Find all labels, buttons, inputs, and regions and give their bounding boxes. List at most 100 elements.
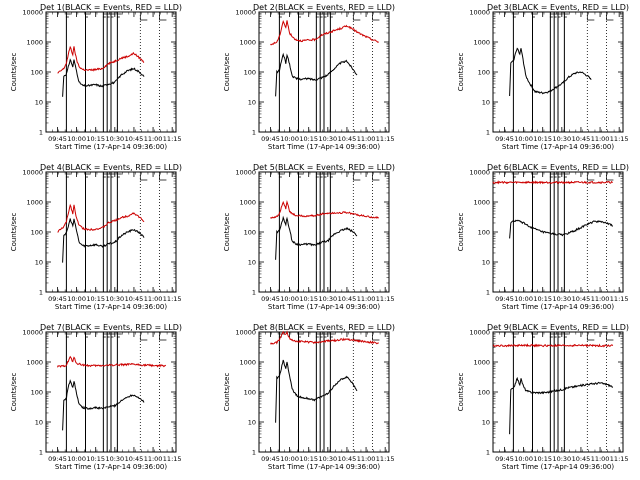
y-tick-label: 1 xyxy=(252,129,256,137)
x-tick-label: 10:00 xyxy=(280,295,299,303)
series-events-line xyxy=(509,47,592,97)
y-tick-label: 1000 xyxy=(473,199,490,207)
panel-det-3: Det 3(BLACK = Events, RED = LLD) 1 10 100 10… xyxy=(457,3,629,151)
x-tick-label: 10:00 xyxy=(67,135,86,143)
y-tick-label: 1 xyxy=(252,449,256,457)
panel-title: Det 8(BLACK = Events, RED = LLD) xyxy=(253,323,395,332)
x-tick-label: 11:15 xyxy=(376,455,395,463)
x-tick-label: 10:45 xyxy=(338,295,357,303)
event-marker xyxy=(65,13,71,18)
panel-title: Det 9(BLACK = Events, RED = LLD) xyxy=(487,323,629,332)
x-tick-label: 11:15 xyxy=(610,295,629,303)
x-tick-label: 11:00 xyxy=(591,295,610,303)
dotted-marker xyxy=(159,13,167,21)
panel-title: Det 6(BLACK = Events, RED = LLD) xyxy=(487,163,629,172)
x-tick-label: 10:00 xyxy=(514,455,533,463)
event-marker xyxy=(563,173,569,178)
panel-det-2: Det 2(BLACK = Events, RED = LLD) 1 10 100 10… xyxy=(223,3,395,151)
dotted-marker xyxy=(586,173,595,181)
x-tick-label: 10:00 xyxy=(67,455,86,463)
y-tick-label: 1 xyxy=(486,289,490,297)
panel-det-6: Det 6(BLACK = Events, RED = LLD) 1 10 100 10… xyxy=(457,163,629,311)
y-tick-label: 1000 xyxy=(26,39,43,47)
y-tick-label: 1000 xyxy=(473,39,490,47)
x-axis-label: Start Time (17-Apr-14 09:36:00) xyxy=(55,143,167,151)
x-tick-label: 10:15 xyxy=(533,295,552,303)
dotted-marker xyxy=(159,173,167,181)
x-tick-label: 11:00 xyxy=(357,135,376,143)
y-axis-label: Counts/sec xyxy=(223,213,231,252)
event-marker xyxy=(278,13,284,18)
y-axis-label: Counts/sec xyxy=(457,373,465,412)
x-tick-label: 11:00 xyxy=(144,455,163,463)
panel-title: Det 2(BLACK = Events, RED = LLD) xyxy=(253,3,395,12)
y-tick-label: 100 xyxy=(31,389,43,397)
panel-title: Det 3(BLACK = Events, RED = LLD) xyxy=(487,3,629,12)
x-tick-label: 11:15 xyxy=(376,295,395,303)
event-marker xyxy=(323,333,329,338)
event-marker xyxy=(278,173,284,178)
y-tick-label: 100 xyxy=(244,69,256,77)
series-events-line xyxy=(509,376,614,435)
event-marker xyxy=(298,173,304,178)
x-tick-label: 10:00 xyxy=(280,135,299,143)
event-marker xyxy=(557,173,563,178)
x-axis-label: Start Time (17-Apr-14 09:36:00) xyxy=(268,303,380,311)
dotted-marker xyxy=(606,173,614,181)
panel-det-1: Det 1(BLACK = Events, RED = LLD) 1 10 100 10… xyxy=(10,3,182,151)
y-tick-label: 10 xyxy=(482,419,490,427)
y-tick-label: 100 xyxy=(478,69,490,77)
x-axis-label: Start Time (17-Apr-14 09:36:00) xyxy=(55,463,167,471)
x-tick-label: 10:45 xyxy=(125,295,144,303)
x-tick-label: 11:00 xyxy=(144,295,163,303)
panel-det-9: Det 9(BLACK = Events, RED = LLD) 1 10 100 10… xyxy=(457,323,629,471)
series-lld-line xyxy=(270,19,379,46)
event-marker xyxy=(116,333,122,338)
y-tick-label: 100 xyxy=(31,229,43,237)
x-tick-label: 09:45 xyxy=(48,455,67,463)
panel-det-7: Det 7(BLACK = Events, RED = LLD) 1 10 100 10… xyxy=(10,323,182,471)
x-tick-label: 11:15 xyxy=(376,135,395,143)
y-axis-label: Counts/sec xyxy=(457,213,465,252)
y-tick-label: 1 xyxy=(486,129,490,137)
x-tick-label: 10:30 xyxy=(552,455,571,463)
dotted-marker xyxy=(159,333,167,341)
y-axis-label: Counts/sec xyxy=(223,373,231,412)
x-tick-label: 10:45 xyxy=(338,455,357,463)
x-tick-label: 10:15 xyxy=(299,295,318,303)
y-tick-label: 10 xyxy=(35,99,43,107)
event-marker xyxy=(65,333,71,338)
panel-det-5: Det 5(BLACK = Events, RED = LLD) 1 10 100 10… xyxy=(223,163,395,311)
x-tick-label: 09:45 xyxy=(48,135,67,143)
x-axis-label: Start Time (17-Apr-14 09:36:00) xyxy=(502,303,614,311)
y-axis-label: Counts/sec xyxy=(457,53,465,92)
y-tick-label: 1000 xyxy=(239,199,256,207)
x-tick-label: 11:00 xyxy=(357,295,376,303)
x-tick-label: 10:00 xyxy=(514,135,533,143)
series-events-line xyxy=(275,359,358,423)
y-tick-label: 10000 xyxy=(22,169,43,177)
x-tick-label: 10:00 xyxy=(280,455,299,463)
event-marker xyxy=(85,333,91,338)
event-marker xyxy=(110,13,116,18)
event-marker xyxy=(563,333,569,338)
series-lld-line xyxy=(270,330,379,345)
dotted-marker xyxy=(139,13,148,21)
x-tick-label: 10:15 xyxy=(299,455,318,463)
y-tick-label: 10 xyxy=(248,419,256,427)
y-axis-label: Counts/sec xyxy=(10,373,18,412)
event-marker xyxy=(512,173,518,178)
y-tick-label: 10000 xyxy=(22,329,43,337)
y-tick-label: 10 xyxy=(482,259,490,267)
y-tick-label: 10 xyxy=(35,259,43,267)
x-axis-label: Start Time (17-Apr-14 09:36:00) xyxy=(55,303,167,311)
series-events-line xyxy=(62,218,145,263)
event-marker xyxy=(116,13,122,18)
y-tick-label: 1000 xyxy=(473,359,490,367)
y-tick-label: 100 xyxy=(244,389,256,397)
y-tick-label: 1 xyxy=(39,449,43,457)
panel-title: Det 1(BLACK = Events, RED = LLD) xyxy=(40,3,182,12)
x-tick-label: 10:15 xyxy=(86,295,105,303)
x-tick-label: 11:15 xyxy=(163,135,182,143)
x-tick-label: 11:15 xyxy=(610,135,629,143)
